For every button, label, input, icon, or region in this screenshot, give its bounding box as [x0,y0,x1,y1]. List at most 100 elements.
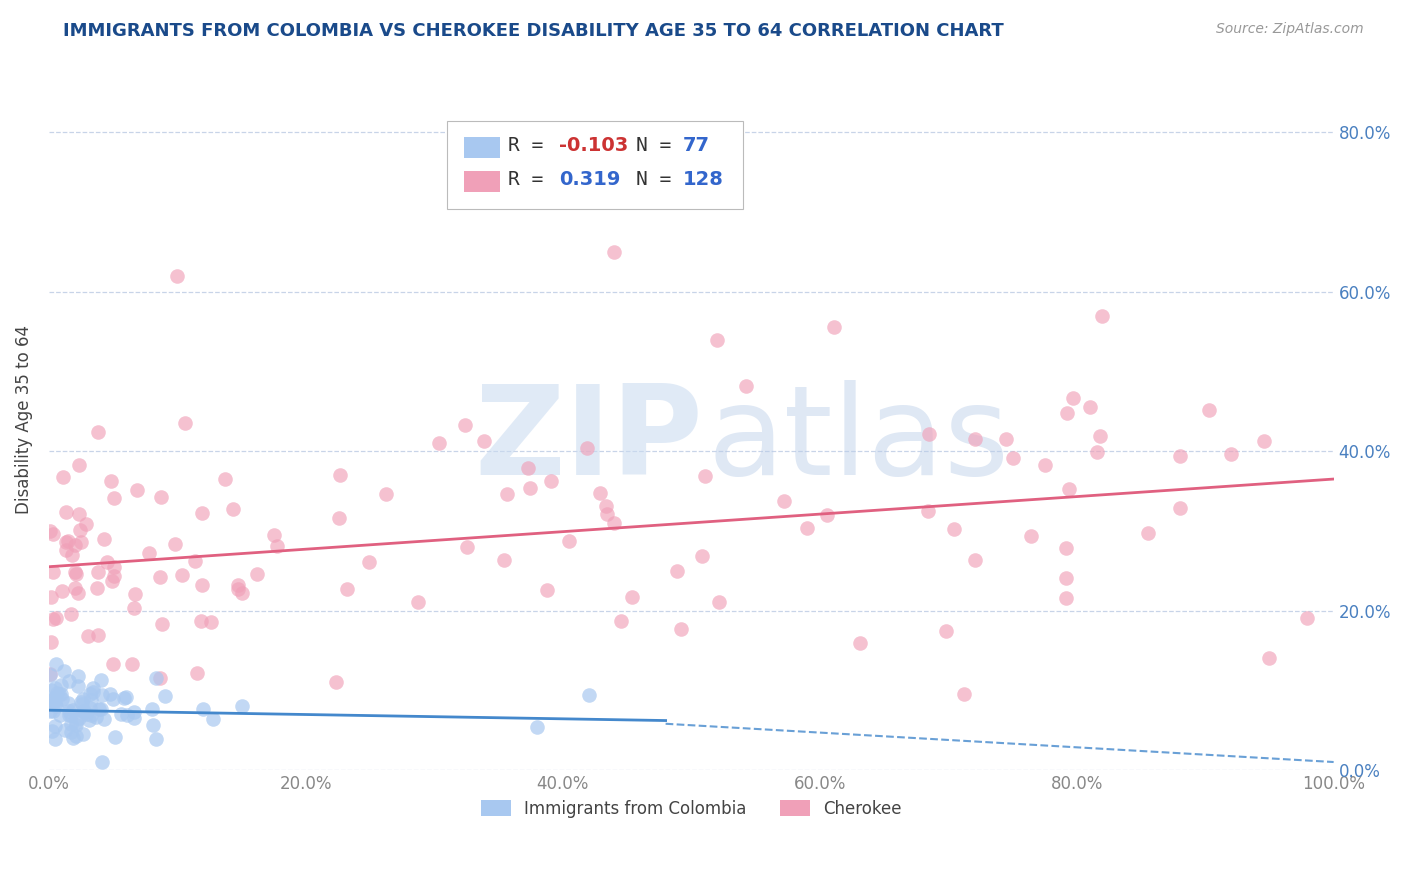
Point [186,665,208,680]
Point [965,432,987,446]
Point [263,527,285,541]
Point [994,432,1017,446]
Text: ZIP: ZIP [474,380,703,500]
Point [1078,400,1101,414]
Point [75,705,97,719]
Point [173,416,195,430]
Point [75,516,97,531]
Point [45,657,67,672]
Point [70,697,93,711]
Point [266,539,288,553]
Point [44,719,66,733]
Point [93,532,115,546]
Point [115,690,138,704]
FancyBboxPatch shape [464,137,501,158]
Point [80,692,103,706]
Point [63,565,86,579]
Point [91,689,114,703]
Point [918,427,941,442]
Point [150,490,173,504]
Point [665,564,688,578]
Point [149,569,172,583]
Point [65,714,87,729]
Point [39,524,62,538]
Point [42,565,65,579]
Point [166,268,188,283]
Point [75,707,97,722]
Point [45,686,67,700]
Point [87,628,110,642]
Point [610,614,633,628]
Point [1168,449,1191,463]
Point [55,534,77,549]
Text: N =: N = [636,136,683,155]
Point [45,699,67,714]
Point [39,682,62,697]
Point [517,461,540,475]
Point [100,474,122,488]
Point [52,470,75,484]
Point [221,501,243,516]
Point [44,690,66,705]
Point [65,718,87,732]
Point [79,687,101,701]
Point [70,535,93,549]
Point [1054,541,1077,556]
Point [191,577,214,591]
Point [709,595,731,609]
Point [41,696,63,710]
Point [89,702,111,716]
Text: Source: ZipAtlas.com: Source: ZipAtlas.com [1216,22,1364,37]
Point [60,548,83,562]
Point [44,732,66,747]
Point [706,333,728,347]
Point [142,718,165,732]
Point [1090,429,1112,443]
Point [80,708,103,723]
Point [155,689,177,703]
Point [56,533,79,548]
Point [93,712,115,726]
Point [42,704,65,718]
Point [735,379,758,393]
Point [103,568,125,582]
Point [127,483,149,497]
Point [942,522,965,536]
Point [39,590,62,604]
Point [67,458,90,473]
Point [1296,611,1319,625]
Point [1136,526,1159,541]
Point [62,731,84,746]
Point [63,581,86,595]
Point [115,708,138,723]
Point [191,702,214,716]
Point [603,244,626,259]
Point [67,711,90,725]
Point [41,612,63,626]
Point [62,703,84,717]
Point [575,442,598,456]
Point [59,717,82,731]
Point [70,695,93,709]
Point [77,713,100,727]
Point [103,559,125,574]
Point [589,485,612,500]
Legend: Immigrants from Colombia, Cherokee: Immigrants from Colombia, Cherokee [474,794,908,825]
Point [163,537,186,551]
Point [58,707,80,722]
Point [621,591,644,605]
Point [51,678,73,692]
Point [76,629,98,643]
Point [231,698,253,713]
Point [58,704,80,718]
Point [110,706,132,721]
Point [51,692,73,706]
Point [815,508,838,523]
Text: IMMIGRANTS FROM COLOMBIA VS CHEROKEE DISABILITY AGE 35 TO 64 CORRELATION CHART: IMMIGRANTS FROM COLOMBIA VS CHEROKEE DIS… [63,22,1004,40]
Point [72,692,94,706]
Point [796,521,818,535]
Point [124,587,146,601]
FancyBboxPatch shape [447,121,742,209]
Point [935,624,957,638]
Point [58,674,80,689]
